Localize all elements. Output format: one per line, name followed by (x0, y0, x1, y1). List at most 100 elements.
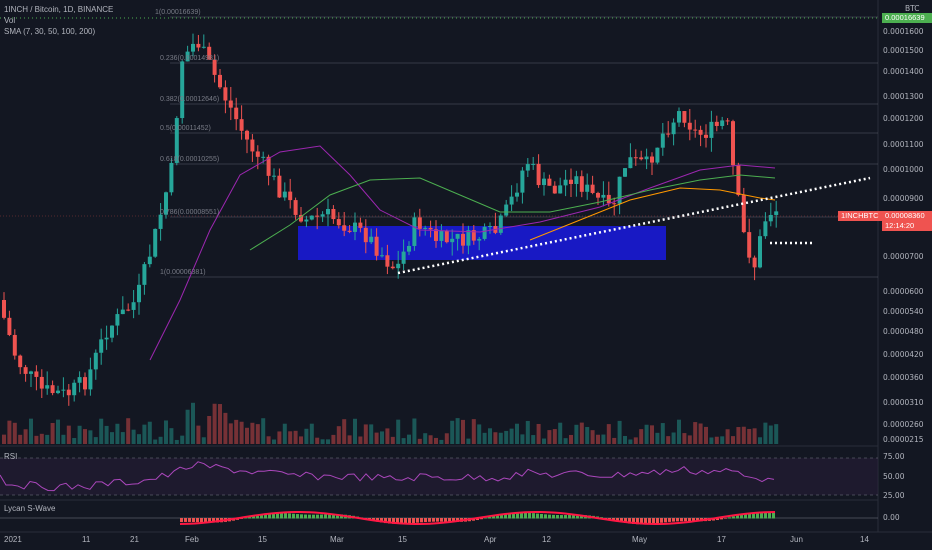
lycan-bar (516, 512, 519, 519)
volume-bar (633, 437, 638, 444)
volume-bar (72, 438, 77, 444)
volume-bar (525, 420, 530, 444)
volume-bar (191, 402, 195, 444)
candle-body (83, 377, 87, 390)
volume-bar (315, 437, 320, 444)
volume-bar (369, 424, 374, 444)
candle-body (191, 43, 195, 52)
lycan-bar (312, 514, 315, 519)
candle-body (741, 195, 746, 233)
time-axis-label: 17 (717, 535, 726, 544)
volume-bar (439, 439, 444, 444)
lycan-bar (644, 518, 647, 525)
candle-body (137, 284, 141, 303)
volume-bar (396, 419, 401, 444)
candle-body (174, 118, 179, 163)
lycan-bar (484, 517, 487, 519)
candle-body (245, 130, 249, 140)
volume-bar (120, 432, 125, 444)
volume-bar (482, 432, 487, 444)
candle-body (563, 179, 568, 186)
lycan-bar (668, 518, 671, 522)
volume-bar (720, 436, 725, 444)
volume-bar (110, 432, 114, 444)
time-axis-label: 15 (258, 535, 267, 544)
current-price-tag: 0.00008360 (882, 211, 932, 221)
volume-bar (461, 419, 465, 444)
sma-legend[interactable]: SMA (7, 30, 50, 100, 200) (4, 27, 96, 36)
lycan-bar (508, 512, 511, 519)
candle-body (547, 178, 552, 186)
candle-body (369, 236, 374, 243)
volume-bar (309, 423, 314, 444)
candle-body (466, 230, 471, 246)
volume-bar (758, 437, 762, 444)
rsi-50-label: 50.00 (883, 472, 905, 481)
lycan-bar (632, 518, 635, 524)
trendline (397, 176, 871, 275)
candle-body (704, 134, 708, 138)
candle-body (374, 236, 379, 256)
candle-body (23, 367, 28, 374)
candle-body (428, 227, 433, 230)
volume-bar (520, 434, 525, 444)
volume-legend[interactable]: Vol (4, 16, 16, 25)
volume-bar (650, 425, 654, 444)
lycan-bar (640, 518, 643, 525)
volume-bar (147, 421, 152, 444)
volume-bar (423, 433, 428, 444)
volume-bar (142, 424, 147, 444)
lycan-bar (672, 518, 675, 522)
candle-body (423, 227, 428, 229)
volume-bar (201, 437, 206, 444)
volume-bar (434, 437, 438, 444)
candle-body (39, 376, 44, 389)
countdown-tag: 12:14:20 (882, 221, 932, 231)
candle-body (45, 385, 50, 389)
volume-bar (639, 429, 644, 444)
volume-bar (29, 418, 33, 444)
candle-body (677, 111, 681, 123)
candle-body (56, 390, 60, 394)
volume-bar (245, 427, 249, 444)
price-scale-label: 0.0000700 (883, 252, 924, 261)
lycan-bar (720, 518, 723, 520)
candle-body (623, 168, 627, 177)
candle-body (196, 43, 201, 48)
volume-bar (12, 422, 17, 444)
volume-bar (380, 431, 384, 444)
candle-body (201, 46, 206, 48)
sma-line (529, 187, 776, 241)
time-axis-label: 21 (130, 535, 139, 544)
lycan-bar (316, 514, 319, 519)
volume-bar (590, 430, 595, 444)
candle-body (509, 196, 514, 205)
lycan-bar (524, 512, 527, 519)
candle-body (477, 238, 482, 241)
volume-bar (304, 428, 309, 444)
lycan-bar (684, 518, 687, 522)
lycan-bar (480, 518, 483, 520)
candle-body (331, 208, 336, 220)
candle-body (347, 230, 352, 232)
volume-bar (504, 430, 509, 444)
candle-body (714, 121, 719, 126)
volume-bar (709, 437, 714, 444)
volume-bar (385, 428, 390, 444)
candle-body (531, 163, 536, 165)
lycan-bar (436, 518, 439, 522)
lycan-bar (624, 518, 627, 523)
lycan-bar (392, 518, 395, 524)
candle-body (574, 176, 579, 184)
volume-bar (250, 422, 255, 444)
lycan-bar (388, 518, 391, 524)
fib-level-label: 0.236(0.00014981) (160, 55, 220, 62)
lycan-bar (772, 512, 775, 519)
candle-body (293, 200, 298, 215)
lycan-bar (180, 518, 183, 523)
candle-body (304, 219, 309, 222)
lycan-bar (380, 518, 383, 523)
candle-body (66, 389, 71, 396)
rsi-25-label: 25.00 (883, 491, 905, 500)
